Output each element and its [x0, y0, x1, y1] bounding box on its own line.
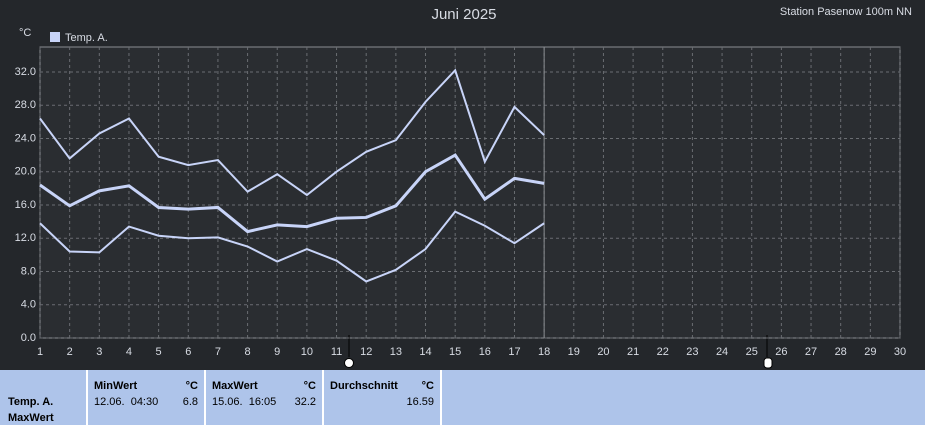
- x-tick-label: 8: [245, 346, 251, 358]
- x-tick-label: 5: [156, 346, 162, 358]
- y-tick-label: 32.0: [15, 66, 36, 78]
- row-label: Temp. A.: [8, 396, 53, 408]
- x-tick-label: 19: [568, 346, 580, 358]
- y-tick-label: 28.0: [15, 99, 36, 111]
- legend-label: Temp. A.: [65, 32, 108, 44]
- x-tick-label: 28: [835, 346, 847, 358]
- summary-table: Temp. A. MaxWert MinWert °C 12.06. 04:30…: [0, 370, 925, 425]
- chart-title: Juni 2025: [431, 6, 496, 23]
- x-tick-label: 3: [96, 346, 102, 358]
- x-tick-label: 23: [686, 346, 698, 358]
- x-tick-label: 7: [215, 346, 221, 358]
- marker-icon: [763, 357, 773, 369]
- y-tick-label: 20.0: [15, 166, 36, 178]
- legend-swatch: [50, 32, 60, 42]
- x-tick-label: 2: [67, 346, 73, 358]
- x-tick-label: 14: [419, 346, 431, 358]
- y-tick-label: 8.0: [21, 265, 36, 277]
- x-tick-label: 15: [449, 346, 461, 358]
- y-tick-label: 4.0: [21, 299, 36, 311]
- y-unit: °C: [19, 27, 31, 39]
- x-tick-label: 4: [126, 346, 132, 358]
- y-tick-label: 24.0: [15, 132, 36, 144]
- col-unit: °C: [304, 380, 316, 392]
- x-tick-label: 27: [805, 346, 817, 358]
- y-tick-label: 12.0: [15, 232, 36, 244]
- x-tick-label: 17: [508, 346, 520, 358]
- series-line: [39, 153, 545, 234]
- x-tick-label: 11: [331, 346, 342, 358]
- col-unit: °C: [422, 380, 434, 392]
- x-tick-label: 6: [185, 346, 191, 358]
- series-line: [39, 68, 545, 197]
- x-tick-label: 12: [360, 346, 372, 358]
- x-tick-label: 18: [538, 346, 550, 358]
- x-tick-label: 20: [597, 346, 609, 358]
- y-tick-label: 16.0: [15, 199, 36, 211]
- x-tick-label: 29: [864, 346, 876, 358]
- col-value: 6.8: [183, 396, 198, 408]
- marker-icon: [344, 358, 354, 368]
- series-line: [39, 210, 545, 283]
- station: Station Pasenow 100m NN: [780, 6, 912, 18]
- x-tick-label: 25: [746, 346, 758, 358]
- x-tick-label: 10: [301, 346, 313, 358]
- col-value: 32.2: [295, 396, 316, 408]
- col-value: 16.59: [406, 396, 434, 408]
- x-tick-label: 30: [894, 346, 906, 358]
- plot-area: [39, 46, 901, 339]
- x-tick-label: 9: [274, 346, 280, 358]
- y-tick-label: 0.0: [21, 332, 36, 344]
- x-tick-label: 22: [657, 346, 669, 358]
- x-tick-label: 1: [37, 346, 43, 358]
- x-tick-label: 24: [716, 346, 728, 358]
- col-unit: °C: [186, 380, 198, 392]
- row-label: MaxWert: [8, 412, 54, 424]
- table-bg: [0, 370, 925, 425]
- x-tick-label: 26: [775, 346, 787, 358]
- col-date: 12.06. 04:30: [94, 396, 158, 408]
- col-header: MaxWert: [212, 380, 258, 392]
- x-tick-label: 21: [627, 346, 639, 358]
- x-tick-label: 16: [479, 346, 491, 358]
- x-tick-label: 13: [390, 346, 402, 358]
- col-header: Durchschnitt: [330, 380, 398, 392]
- col-header: MinWert: [94, 380, 138, 392]
- col-date: 15.06. 16:05: [212, 396, 276, 408]
